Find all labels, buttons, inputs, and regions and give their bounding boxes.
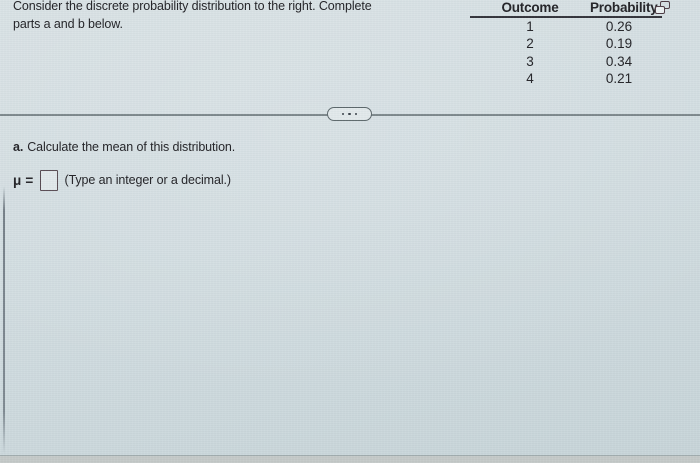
table-header-probability: Probability: [590, 0, 658, 15]
mean-answer-row: μ = (Type an integer or a decimal.): [13, 167, 231, 193]
answer-format-hint: (Type an integer or a decimal.): [64, 173, 232, 187]
probability-cell: 0.19: [605, 36, 633, 52]
mu-equals-label: μ =: [13, 172, 34, 188]
problem-statement: Consider the discrete probability distri…: [13, 0, 443, 33]
part-a-question: a. Calculate the mean of this distributio…: [13, 140, 235, 154]
outcome-cell: 2: [526, 36, 534, 52]
table-row: 1 0.26: [470, 18, 662, 35]
probability-cell: 0.26: [605, 19, 633, 34]
statement-line-2: parts a and b below.: [13, 17, 123, 31]
table-row: 2 0.19: [470, 35, 662, 52]
outcome-cell: 4: [526, 70, 534, 86]
statement-line-1: Consider the discrete probability distri…: [13, 0, 372, 13]
outcome-cell: 1: [526, 19, 534, 34]
table-row: 3 0.34: [470, 53, 662, 70]
probability-cell: 0.34: [605, 53, 633, 69]
probability-distribution-table: Outcome Probability 1 0.26 2 0.19 3 0.34…: [470, 0, 670, 87]
probability-cell: 0.21: [605, 70, 633, 86]
part-a-text: Calculate the mean of this distribution.: [27, 140, 236, 154]
bottom-edge-strip: [0, 455, 700, 463]
popout-table-icon[interactable]: [655, 1, 670, 14]
part-a-label: a.: [13, 140, 24, 154]
outcome-cell: 3: [526, 53, 534, 69]
ellipsis-icon[interactable]: [327, 107, 372, 121]
table-header-outcome: Outcome: [501, 0, 559, 15]
table-header-row: Outcome Probability: [470, 0, 670, 18]
mean-answer-input[interactable]: [39, 169, 58, 191]
left-edge-line: [3, 186, 5, 454]
table-row: 4 0.21: [470, 70, 662, 87]
